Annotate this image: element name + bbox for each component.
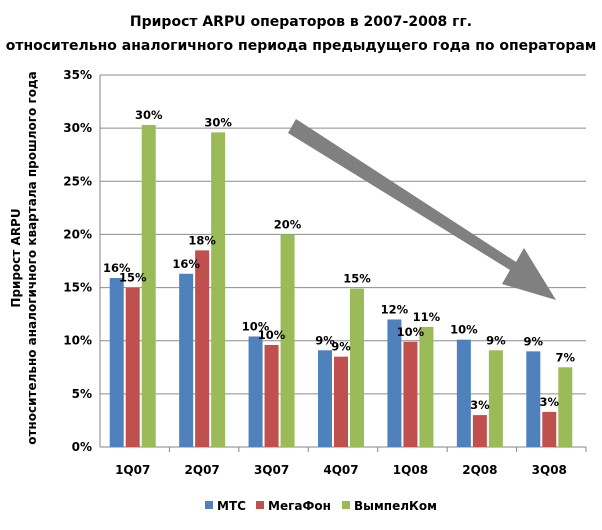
x-tick-label: 3Q08 xyxy=(532,463,567,477)
y-axis-label-line-1: Прирост ARPU xyxy=(9,208,23,307)
chart-title-line-1: Прирост ARPU операторов в 2007-2008 гг. xyxy=(130,14,472,30)
bar-МегаФон-2Q07 xyxy=(195,250,210,447)
y-tick-label: 10% xyxy=(63,334,92,348)
y-axis-label: Прирост ARPU относительно аналогичного к… xyxy=(9,71,39,445)
y-axis-label-line-2: относительно аналогичного квартала прошл… xyxy=(25,71,39,445)
legend-label: МегаФон xyxy=(268,499,331,513)
trend-arrow xyxy=(288,119,556,300)
bar-МТС-1Q08 xyxy=(387,319,402,447)
legend-swatch xyxy=(256,501,264,509)
data-label: 7% xyxy=(556,350,576,364)
data-label: 12% xyxy=(381,302,409,316)
x-tick-label: 1Q08 xyxy=(393,463,428,477)
bar-МТС-2Q07 xyxy=(179,273,194,447)
bar-МегаФон-4Q07 xyxy=(334,356,348,447)
bar-МегаФон-2Q08 xyxy=(472,415,487,447)
x-tick-label: 3Q07 xyxy=(254,463,289,477)
data-label: 16% xyxy=(172,257,200,271)
y-tick-label: 20% xyxy=(63,227,92,241)
bar-ВымпелКом-3Q08 xyxy=(558,367,573,447)
x-tick-label: 1Q07 xyxy=(115,463,150,477)
bar-МТС-2Q08 xyxy=(456,339,471,447)
chart-title-line-2: относительно аналогичного периода предыд… xyxy=(6,38,597,54)
data-label: 11% xyxy=(413,310,441,324)
y-tick-label: 30% xyxy=(63,121,92,135)
legend: МТС МегаФон ВымпелКом xyxy=(205,499,437,513)
bar-ВымпелКом-4Q07 xyxy=(350,288,364,447)
y-tick-label: 15% xyxy=(63,281,92,295)
bar-МегаФон-3Q08 xyxy=(542,411,557,447)
y-tick-label: 5% xyxy=(72,387,92,401)
data-label: 20% xyxy=(274,217,302,231)
data-label: 9% xyxy=(524,334,544,348)
trend-arrow-shape xyxy=(288,119,556,300)
data-label: 10% xyxy=(397,325,425,339)
bar-ВымпелКом-1Q07 xyxy=(141,124,156,447)
bar-МТС-3Q07 xyxy=(248,336,263,447)
bar-МегаФон-3Q07 xyxy=(264,344,279,447)
legend-label: МТС xyxy=(217,499,246,513)
data-label: 9% xyxy=(331,340,351,354)
bar-МегаФон-1Q08 xyxy=(403,341,418,447)
legend-label: ВымпелКом xyxy=(354,499,437,513)
data-label: 3% xyxy=(470,398,490,412)
data-label: 10% xyxy=(258,328,286,342)
y-tick-label: 25% xyxy=(63,174,92,188)
y-axis-ticks: 0% 5% 10% 15% 20% 25% 30% 35% xyxy=(63,68,92,454)
data-label: 3% xyxy=(540,395,560,409)
data-label: 30% xyxy=(204,115,232,129)
data-label: 10% xyxy=(450,323,478,337)
bars xyxy=(109,124,573,447)
data-label: 30% xyxy=(135,108,163,122)
bar-МТС-1Q07 xyxy=(109,278,124,447)
bar-МегаФон-1Q07 xyxy=(125,287,140,447)
bar-ВымпелКом-2Q08 xyxy=(488,350,503,447)
bar-ВымпелКом-2Q07 xyxy=(211,132,226,447)
legend-swatch xyxy=(205,501,213,509)
data-label: 10% xyxy=(242,319,270,333)
bar-ВымпелКом-1Q08 xyxy=(419,326,434,447)
y-tick-label: 35% xyxy=(63,68,92,82)
x-tick-label: 2Q08 xyxy=(462,463,497,477)
data-labels: 16%15%30%16%18%30%10%10%20%9%9%15%12%10%… xyxy=(103,108,576,412)
y-tick-label: 0% xyxy=(72,440,92,454)
bar-ВымпелКом-3Q07 xyxy=(280,234,295,447)
data-label: 16% xyxy=(103,261,131,275)
x-tick-label: 4Q07 xyxy=(323,463,358,477)
data-label: 18% xyxy=(188,233,216,247)
data-label: 15% xyxy=(119,271,147,285)
bar-МТС-3Q08 xyxy=(526,351,541,447)
legend-swatch xyxy=(342,501,350,509)
data-label: 9% xyxy=(486,333,506,347)
data-label: 9% xyxy=(315,333,335,347)
bar-МТС-4Q07 xyxy=(318,350,332,447)
x-axis-ticks: 1Q07 2Q07 3Q07 4Q07 1Q08 2Q08 3Q08 xyxy=(115,463,567,477)
x-tick-label: 2Q07 xyxy=(185,463,220,477)
data-label: 15% xyxy=(343,272,371,286)
